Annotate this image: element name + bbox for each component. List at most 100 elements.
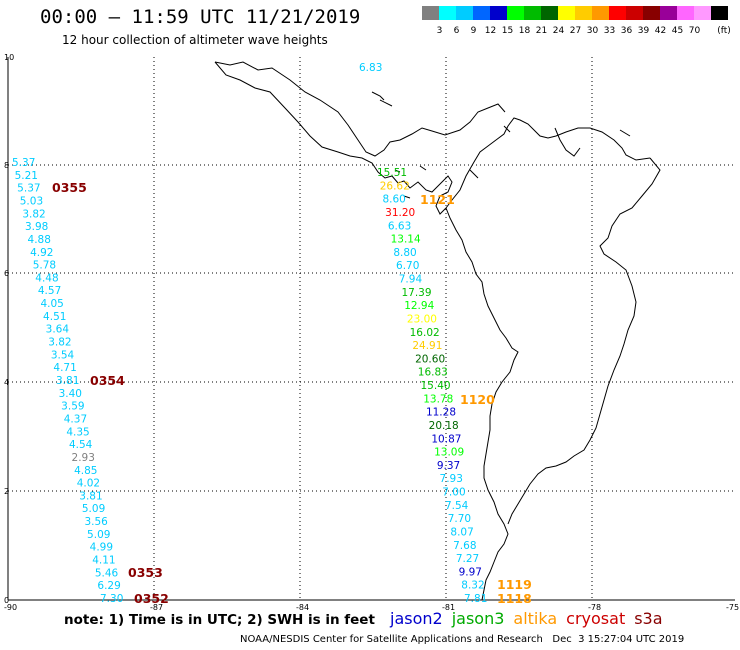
wave-height-value: 15.40: [421, 380, 451, 392]
color-scale-label: 42: [654, 26, 667, 36]
wave-height-value: 7.30: [100, 593, 123, 605]
wave-height-value: 7.00: [442, 487, 465, 499]
pass-time-label: 1119: [497, 577, 532, 592]
color-scale-label: 9: [470, 26, 477, 36]
coastline-colombia-pacific: [445, 207, 519, 601]
pass-time-label: 1120: [460, 392, 495, 407]
wave-height-value: 4.92: [30, 247, 53, 259]
wave-height-value: 7.27: [456, 553, 479, 565]
wave-height-value: 3.59: [61, 401, 84, 413]
wave-height-value: 4.11: [92, 555, 115, 567]
color-scale-label: 30: [586, 26, 599, 36]
longitude-tick-label: -78: [588, 603, 601, 612]
graticule: [8, 57, 735, 600]
latitude-tick-label: 8: [4, 161, 9, 170]
wave-height-value: 3.56: [84, 516, 108, 528]
coastline-islands: [371, 91, 427, 199]
wave-height-value: 6.83: [359, 62, 382, 74]
wave-height-value: 4.88: [28, 234, 51, 246]
wave-height-value: 31.20: [385, 207, 415, 219]
wave-height-value: 2.93: [72, 452, 95, 464]
latitude-tick-label: 0: [4, 596, 9, 605]
color-scale-label: 15: [501, 26, 514, 36]
map-frame: [7, 57, 735, 601]
wave-height-value: 8.32: [461, 580, 484, 592]
figure-subtitle: 12 hour collection of altimeter wave hei…: [62, 33, 328, 47]
color-scale-label: 70: [688, 26, 701, 36]
wave-height-value: 4.35: [66, 426, 89, 438]
color-scale-label: 18: [518, 26, 531, 36]
legend-entry-s3a: s3a: [634, 609, 663, 628]
figure-title: 00:00 – 11:59 UTC 11/21/2019: [40, 6, 361, 28]
legend-entry-cryosat: cryosat: [566, 609, 626, 628]
wave-height-value: 4.57: [38, 285, 61, 297]
wave-height-value: 20.60: [415, 353, 445, 365]
pass-time-label: 0353: [128, 565, 163, 580]
color-scale-label: 21: [535, 26, 548, 36]
legend-entry-altika: altika: [513, 609, 558, 628]
wave-height-value: 20.18: [429, 420, 459, 432]
legend-entry-jason2: jason2: [390, 609, 443, 628]
coastline-lake: [469, 125, 631, 179]
wave-height-value: 4.51: [43, 311, 66, 323]
wave-height-value: 3.64: [46, 324, 70, 336]
wave-height-value: 24.91: [412, 340, 442, 352]
wave-height-value: 4.85: [74, 465, 97, 477]
wave-height-value: 4.54: [69, 439, 93, 451]
longitude-tick-label: -87: [150, 603, 163, 612]
wave-height-value: 26.62: [380, 180, 410, 192]
wave-height-value: 7.68: [453, 540, 476, 552]
wave-height-value: 9.37: [437, 460, 460, 472]
color-scale-label: 12: [484, 26, 497, 36]
wave-height-value: 3.82: [48, 337, 71, 349]
pass-time-label: 0352: [134, 591, 169, 606]
wave-height-value: 4.37: [64, 413, 87, 425]
wave-height-value: 3.54: [51, 349, 75, 361]
wave-height-value: 17.39: [401, 287, 431, 299]
wave-height-value: 3.81: [79, 490, 102, 502]
color-scale-unit: (ft): [717, 26, 731, 36]
color-scale-label: 36: [620, 26, 633, 36]
wave-height-value: 8.80: [393, 247, 416, 259]
coastline-venezuela: [507, 157, 661, 525]
wave-height-value: 7.93: [440, 473, 463, 485]
legend-entry-jason3: jason3: [451, 609, 505, 628]
wave-height-value: 5.03: [20, 195, 43, 207]
coastline-central-america-pacific: [214, 61, 453, 215]
wave-height-value: 6.70: [396, 260, 419, 272]
pass-time-label: 1121: [420, 192, 455, 207]
wave-height-value: 8.07: [450, 526, 473, 538]
wave-height-value: 5.46: [95, 567, 119, 579]
wave-height-value: 7.81: [464, 593, 487, 605]
wave-height-value: 13.09: [434, 447, 464, 459]
wave-height-value: 7.94: [399, 274, 423, 286]
wave-height-value: 3.81: [56, 375, 79, 387]
wave-height-value: 3.40: [59, 388, 82, 400]
longitude-tick-label: -75: [726, 603, 739, 612]
color-scale-label: 33: [603, 26, 616, 36]
credit-line: NOAA/NESDIS Center for Satellite Applica…: [240, 634, 685, 645]
wave-height-value: 7.70: [448, 513, 471, 525]
wave-height-value: 8.60: [382, 194, 405, 206]
wave-height-value: 13.78: [423, 393, 453, 405]
latitude-tick-label: 4: [4, 378, 9, 387]
color-swatch: [711, 6, 729, 20]
color-scale-label: 24: [552, 26, 565, 36]
wave-height-value: 11.28: [426, 407, 456, 419]
wave-height-value: 4.48: [35, 272, 58, 284]
wave-height-value: 13.14: [391, 234, 421, 246]
longitude-tick-label: -81: [442, 603, 455, 612]
color-scale-label: 45: [671, 26, 684, 36]
wave-height-value: 4.99: [90, 542, 113, 554]
axis-ticks: -90 -87 -84 -81 -78 -75 10 8 6 4 2 0: [4, 53, 739, 612]
wave-height-value: 9.97: [459, 566, 482, 578]
wave-height-value: 16.83: [418, 367, 448, 379]
wave-height-value: 5.09: [87, 529, 110, 541]
color-scale-label: 6: [453, 26, 460, 36]
wave-height-value: 23.00: [407, 313, 437, 325]
pass-time-label: 0354: [90, 373, 125, 388]
wave-height-values: 5.375.215.375.033.823.984.884.925.784.48…: [12, 62, 487, 605]
